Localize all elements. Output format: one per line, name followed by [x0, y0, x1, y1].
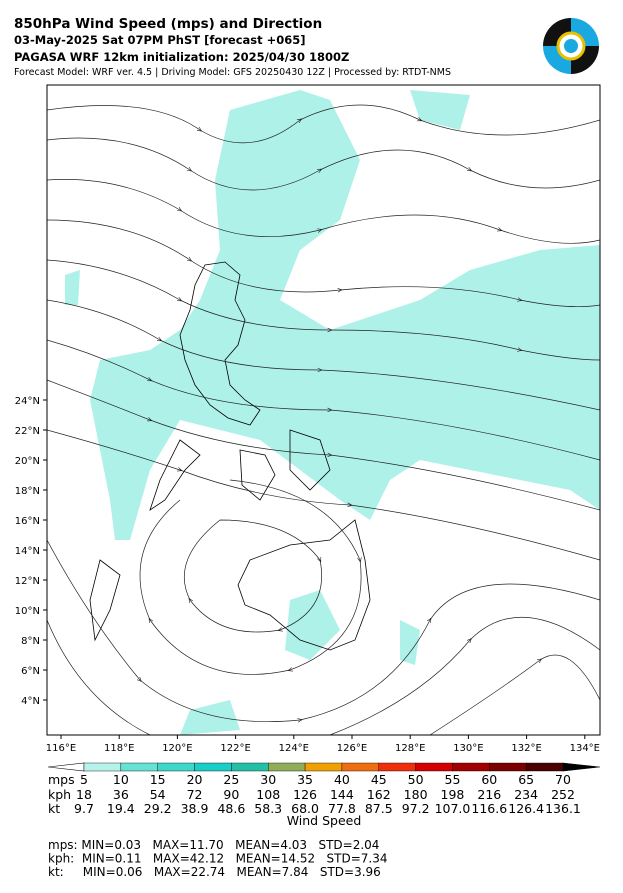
kph-label: 162 [367, 787, 391, 802]
streamlines [47, 104, 600, 735]
colorbar-segment [415, 762, 453, 772]
kt-label: 126.4 [508, 801, 544, 816]
lon-label: 128°E [395, 743, 425, 754]
kt-label: 38.9 [181, 801, 209, 816]
lon-label: 120°E [162, 743, 192, 754]
colorbar-segment [194, 762, 232, 772]
kt-label: 58.3 [254, 801, 282, 816]
kph-label: 126 [293, 787, 317, 802]
lat-label: 4°N [21, 696, 40, 707]
kph-label: 234 [514, 787, 538, 802]
kt-label: 107.0 [435, 801, 471, 816]
lat-label: 12°N [15, 576, 40, 587]
map [47, 85, 600, 735]
map-axes: 4°N 6°N 8°N 10°N 12°N 14°N 16°N 18°N 20°N 22°N 24°… [15, 396, 600, 754]
lon-label: 122°E [220, 743, 250, 754]
colorbar-segment [489, 762, 527, 772]
unit-label: kph [48, 787, 71, 802]
lat-label: 20°N [15, 456, 40, 467]
unit-label: kt [48, 801, 60, 816]
colorbar-segment [157, 762, 195, 772]
lat-label: 16°N [15, 516, 40, 527]
lat-label: 10°N [15, 606, 40, 617]
colorbar-segment [120, 762, 158, 772]
mps-label: 60 [481, 772, 497, 787]
lat-label: 18°N [15, 486, 40, 497]
lon-label: 130°E [453, 743, 483, 754]
stat-line: kt: MIN=0.06 MAX=22.74 MEAN=7.84 STD=3.9… [48, 865, 381, 879]
mps-label: 40 [334, 772, 350, 787]
unit-label: mps [48, 772, 75, 787]
initialization: PAGASA WRF 12km initialization: 2025/04/… [14, 50, 349, 64]
lat-label: 14°N [15, 546, 40, 557]
mps-label: 55 [445, 772, 461, 787]
lon-label: 126°E [337, 743, 367, 754]
colorbar-segment [304, 762, 343, 772]
lat-label: 24°N [15, 396, 40, 407]
lon-label: 134°E [570, 743, 600, 754]
kph-label: 36 [113, 787, 129, 802]
mps-label: 5 [80, 772, 88, 787]
statistics: mps: MIN=0.03 MAX=11.70 MEAN=4.03 STD=2.… [48, 838, 388, 879]
colorbar-extend-low [47, 762, 85, 772]
title: 850hPa Wind Speed (mps) and Direction [14, 16, 322, 32]
colorbar-segment [452, 762, 490, 772]
mps-label: 20 [187, 772, 203, 787]
lat-label: 22°N [15, 426, 40, 437]
forecast-date: 03-May-2025 Sat 07PM PhST [forecast +065… [14, 33, 306, 47]
colorbar-segment [231, 762, 269, 772]
mps-label: 10 [113, 772, 129, 787]
mps-label: 35 [297, 772, 313, 787]
map-frame [46, 84, 601, 736]
kt-label: 29.2 [144, 801, 172, 816]
mps-label: 25 [223, 772, 239, 787]
colorbar-segment [268, 762, 306, 772]
kph-label: 54 [150, 787, 166, 802]
kph-label: 108 [256, 787, 280, 802]
kt-label: 77.8 [328, 801, 356, 816]
kt-label: 48.6 [217, 801, 245, 816]
mps-label: 15 [150, 772, 166, 787]
kt-label: 136.1 [545, 801, 581, 816]
kt-label: 116.6 [471, 801, 507, 816]
kph-label: 180 [404, 787, 428, 802]
mps-label: 50 [408, 772, 424, 787]
logo [543, 18, 599, 74]
kph-label: 144 [330, 787, 354, 802]
kph-label: 198 [441, 787, 465, 802]
kt-label: 9.7 [74, 801, 94, 816]
lon-label: 132°E [511, 743, 541, 754]
colorbar: mps 5 10 15 20 25 30 35 40 45 50 55 60 65 70 kph 18 36 54 7… [47, 762, 601, 816]
colorbar-segment [378, 762, 416, 772]
colorbar-segment [341, 762, 379, 772]
colorbar-segment [83, 762, 122, 772]
kph-label: 72 [187, 787, 203, 802]
kt-label: 19.4 [107, 801, 135, 816]
kt-label: 97.2 [402, 801, 430, 816]
lon-label: 118°E [104, 743, 134, 754]
colorbar-title: Wind Speed [287, 813, 362, 828]
kph-label: 216 [477, 787, 501, 802]
mps-label: 30 [260, 772, 276, 787]
colorbar-segment [525, 762, 564, 772]
kt-label: 68.0 [291, 801, 319, 816]
lat-label: 6°N [21, 666, 40, 677]
mps-label: 65 [518, 772, 534, 787]
colorbar-extend-high [562, 762, 601, 772]
stat-line: kph: MIN=0.11 MAX=42.12 MEAN=14.52 STD=7… [48, 852, 388, 866]
kt-label: 87.5 [365, 801, 393, 816]
stat-line: mps: MIN=0.03 MAX=11.70 MEAN=4.03 STD=2.… [48, 838, 379, 852]
kph-label: 252 [551, 787, 575, 802]
kph-label: 18 [76, 787, 92, 802]
mps-label: 70 [555, 772, 571, 787]
lon-label: 124°E [279, 743, 309, 754]
lon-label: 116°E [46, 743, 76, 754]
credits: Forecast Model: WRF ver. 4.5 | Driving M… [14, 67, 451, 78]
kph-label: 90 [223, 787, 239, 802]
mps-label: 45 [371, 772, 387, 787]
lat-label: 8°N [21, 636, 40, 647]
